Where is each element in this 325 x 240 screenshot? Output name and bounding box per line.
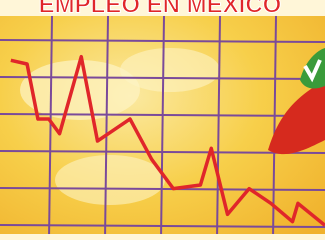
bottom-border <box>0 234 325 240</box>
cloud <box>55 155 165 205</box>
cloud <box>120 48 220 92</box>
chart-title: EMPLEO EN MEXICO <box>39 0 282 18</box>
chart: EMPLEO EN MEXICO <box>0 0 325 240</box>
